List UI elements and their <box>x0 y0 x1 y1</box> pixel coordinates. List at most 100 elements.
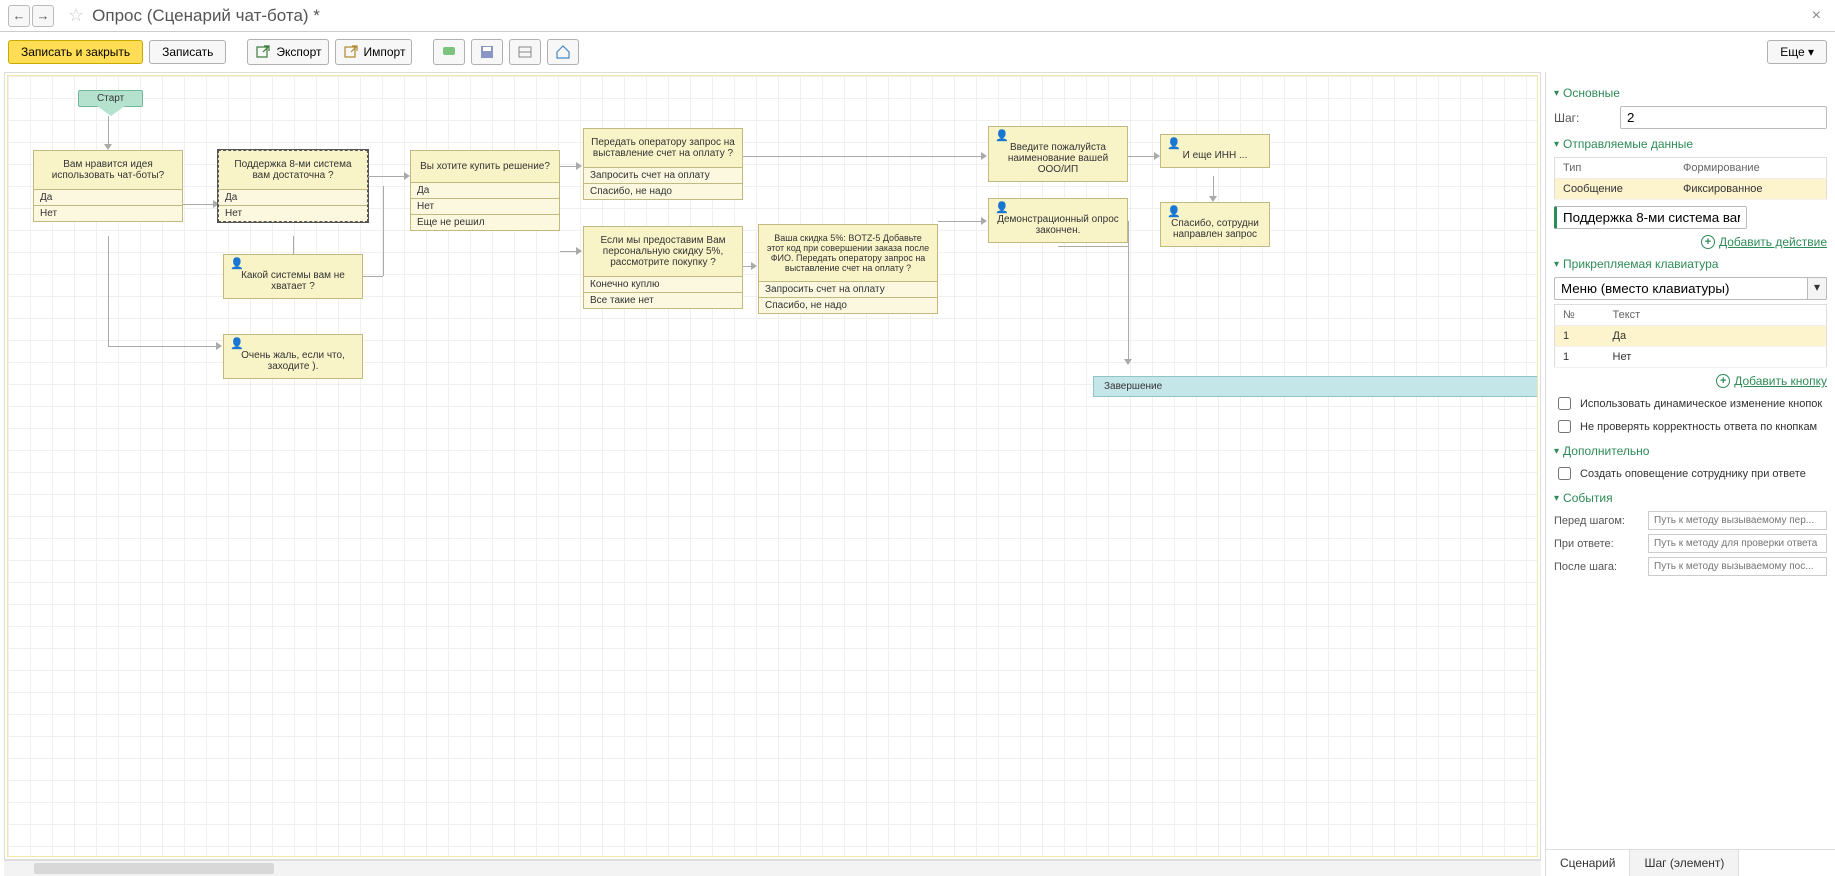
section-main-toggle[interactable]: ▾Основные <box>1554 86 1827 100</box>
skip-validate-checkbox[interactable] <box>1558 420 1571 433</box>
nav-back-button[interactable]: ← <box>8 5 30 27</box>
node-end[interactable]: Завершение <box>1093 376 1538 397</box>
connector <box>108 236 109 346</box>
table-row[interactable]: СообщениеФиксированное <box>1555 179 1827 200</box>
node-option[interactable]: Нет <box>34 206 182 221</box>
canvas-frame: Старт Вам нравится идея использовать чат… <box>4 72 1541 860</box>
node-option[interactable]: Да <box>219 190 367 206</box>
tab-step[interactable]: Шаг (элемент) <box>1630 850 1739 876</box>
connector <box>1128 156 1156 157</box>
node-option[interactable]: Нет <box>411 199 559 215</box>
node-text: Вы хотите купить решение? <box>411 151 559 183</box>
separator <box>236 41 237 63</box>
tool-layout-button[interactable] <box>509 39 541 65</box>
home-icon <box>554 44 572 60</box>
node-option[interactable]: Запросить счет на оплату <box>584 168 742 184</box>
nav-forward-button[interactable]: → <box>32 5 54 27</box>
node-text: Передать оператору запрос на выставление… <box>584 129 742 168</box>
more-button[interactable]: Еще ▾ <box>1767 40 1827 64</box>
col-num: № <box>1555 305 1605 326</box>
user-icon: 👤 <box>995 199 1121 214</box>
node-msg-inn[interactable]: 👤 И еще ИНН ... <box>1160 134 1270 168</box>
node-option[interactable]: Спасибо, не надо <box>759 298 937 313</box>
dynamic-buttons-checkbox[interactable] <box>1558 397 1571 410</box>
ev-answer-label: При ответе: <box>1554 538 1642 550</box>
sidebar-tabs: Сценарий Шаг (элемент) <box>1546 849 1835 876</box>
node-option[interactable]: Нет <box>219 206 367 221</box>
add-button-link[interactable]: +Добавить кнопку <box>1554 374 1827 388</box>
connector <box>1128 221 1129 361</box>
node-option[interactable]: Спасибо, не надо <box>584 184 742 199</box>
node-msg-system-lack[interactable]: 👤 Какой системы вам не хватает ? <box>223 254 363 299</box>
node-start[interactable]: Старт <box>78 90 143 107</box>
table-row[interactable]: 1Да <box>1555 326 1827 347</box>
horizontal-scrollbar[interactable] <box>4 860 1541 876</box>
col-text: Текст <box>1605 305 1827 326</box>
add-action-link[interactable]: +Добавить действие <box>1554 235 1827 249</box>
separator <box>422 41 423 63</box>
section-events-toggle[interactable]: ▾События <box>1554 491 1827 505</box>
connector <box>363 276 383 277</box>
title-bar: ← → ☆ Опрос (Сценарий чат-бота) * × <box>0 0 1835 32</box>
chevron-down-icon: ▾ <box>1554 88 1559 99</box>
node-text: Ваша скидка 5%: BOTZ-5 Добавьте этот код… <box>759 225 937 282</box>
dropdown-toggle[interactable]: ▾ <box>1807 277 1827 300</box>
favorite-star-icon[interactable]: ☆ <box>68 5 84 26</box>
layout-icon <box>516 44 534 60</box>
node-msg-done[interactable]: 👤 Демонстрационный опрос закончен. <box>988 198 1128 243</box>
col-type: Тип <box>1555 158 1675 179</box>
export-button[interactable]: Экспорт <box>247 39 328 65</box>
node-option[interactable]: Все такие нет <box>584 293 742 308</box>
chevron-down-icon: ▾ <box>1554 446 1559 457</box>
user-icon: 👤 <box>1167 203 1263 218</box>
save-and-close-button[interactable]: Записать и закрыть <box>8 40 143 64</box>
section-keyboard-toggle[interactable]: ▾Прикрепляемая клавиатура <box>1554 257 1827 271</box>
node-option[interactable]: Конечно куплю <box>584 277 742 293</box>
ev-after-input[interactable] <box>1648 557 1827 576</box>
chevron-down-icon: ▾ <box>1554 493 1559 504</box>
section-send-toggle[interactable]: ▾Отправляемые данные <box>1554 137 1827 151</box>
tool-green-button[interactable] <box>433 39 465 65</box>
node-question-discount[interactable]: Если мы предоставим Вам персональную ски… <box>583 226 743 309</box>
section-extra-toggle[interactable]: ▾Дополнительно <box>1554 444 1827 458</box>
close-icon[interactable]: × <box>1806 7 1827 25</box>
plus-icon: + <box>1716 374 1730 388</box>
col-form: Формирование <box>1675 158 1827 179</box>
ev-answer-input[interactable] <box>1648 534 1827 553</box>
node-text: Если мы предоставим Вам персональную ски… <box>584 227 742 277</box>
node-msg-thanks[interactable]: 👤 Спасибо, сотрудни направлен запрос <box>1160 202 1270 247</box>
connector <box>1128 221 1129 222</box>
arrow-icon <box>981 217 987 225</box>
plus-icon: + <box>1701 235 1715 249</box>
node-question-botz5[interactable]: Ваша скидка 5%: BOTZ-5 Добавьте этот код… <box>758 224 938 314</box>
tab-scenario[interactable]: Сценарий <box>1546 850 1630 876</box>
notify-checkbox[interactable] <box>1558 467 1571 480</box>
save-button[interactable]: Записать <box>149 40 226 64</box>
node-option[interactable]: Запросить счет на оплату <box>759 282 937 298</box>
node-question-invoice[interactable]: Передать оператору запрос на выставление… <box>583 128 743 200</box>
node-question-buy[interactable]: Вы хотите купить решение? Да Нет Еще не … <box>410 150 560 231</box>
message-text-input[interactable] <box>1554 206 1747 229</box>
scrollbar-thumb[interactable] <box>34 863 274 874</box>
table-row[interactable]: 1Нет <box>1555 347 1827 368</box>
node-option[interactable]: Еще не решил <box>411 215 559 230</box>
node-question-2-selected[interactable]: Поддержка 8-ми система вам достаточна ? … <box>218 150 368 222</box>
import-button[interactable]: Импорт <box>335 39 413 65</box>
flow-canvas[interactable]: Старт Вам нравится идея использовать чат… <box>7 75 1538 857</box>
keyboard-type-select[interactable] <box>1554 277 1807 300</box>
ev-before-label: Перед шагом: <box>1554 515 1642 527</box>
connector <box>368 176 406 177</box>
ev-before-input[interactable] <box>1648 511 1827 530</box>
canvas-column: Старт Вам нравится идея использовать чат… <box>0 72 1545 876</box>
tool-save-icon-button[interactable] <box>471 39 503 65</box>
import-label: Импорт <box>364 45 406 59</box>
chevron-down-icon: ▾ <box>1554 259 1559 270</box>
node-question-1[interactable]: Вам нравится идея использовать чат-боты?… <box>33 150 183 222</box>
step-input[interactable] <box>1620 106 1827 129</box>
green-tag-icon <box>440 44 458 60</box>
node-option[interactable]: Да <box>34 190 182 206</box>
node-msg-company[interactable]: 👤 Введите пожалуйста наименование вашей … <box>988 126 1128 182</box>
node-option[interactable]: Да <box>411 183 559 199</box>
tool-home-button[interactable] <box>547 39 579 65</box>
node-msg-sorry[interactable]: 👤 Очень жаль, если что, заходите ). <box>223 334 363 379</box>
